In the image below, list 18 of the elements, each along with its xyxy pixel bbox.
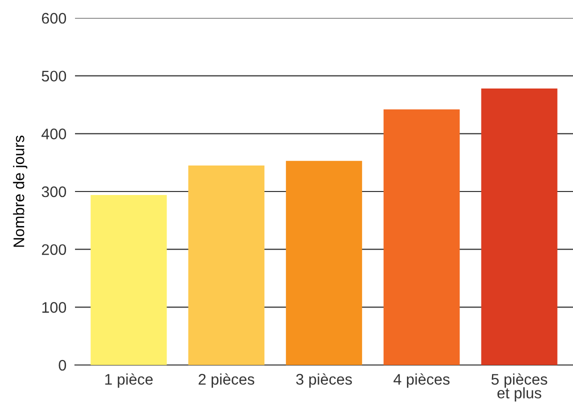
y-tick-label: 600: [42, 12, 66, 24]
x-tick-label: 5 pièces et plus: [491, 373, 548, 402]
y-tick-label: 300: [42, 186, 66, 198]
x-tick-label: 1 pièce: [105, 373, 153, 388]
x-tick-label: 2 pièces: [198, 373, 254, 388]
bar: [90, 194, 167, 365]
x-tick-label: 4 pièces: [394, 373, 450, 388]
bar: [286, 160, 362, 365]
y-tick-label: 0: [58, 360, 66, 371]
y-axis-title: Nombre de jours: [13, 136, 28, 247]
bar: [384, 109, 460, 365]
y-tick-label: 500: [42, 70, 66, 82]
x-tick-label: 3 pièces: [296, 373, 352, 388]
bar: [188, 165, 264, 365]
y-tick-label: 100: [42, 302, 66, 313]
bar: [481, 88, 558, 365]
y-tick-label: 400: [42, 128, 66, 140]
y-tick-label: 200: [42, 244, 66, 256]
